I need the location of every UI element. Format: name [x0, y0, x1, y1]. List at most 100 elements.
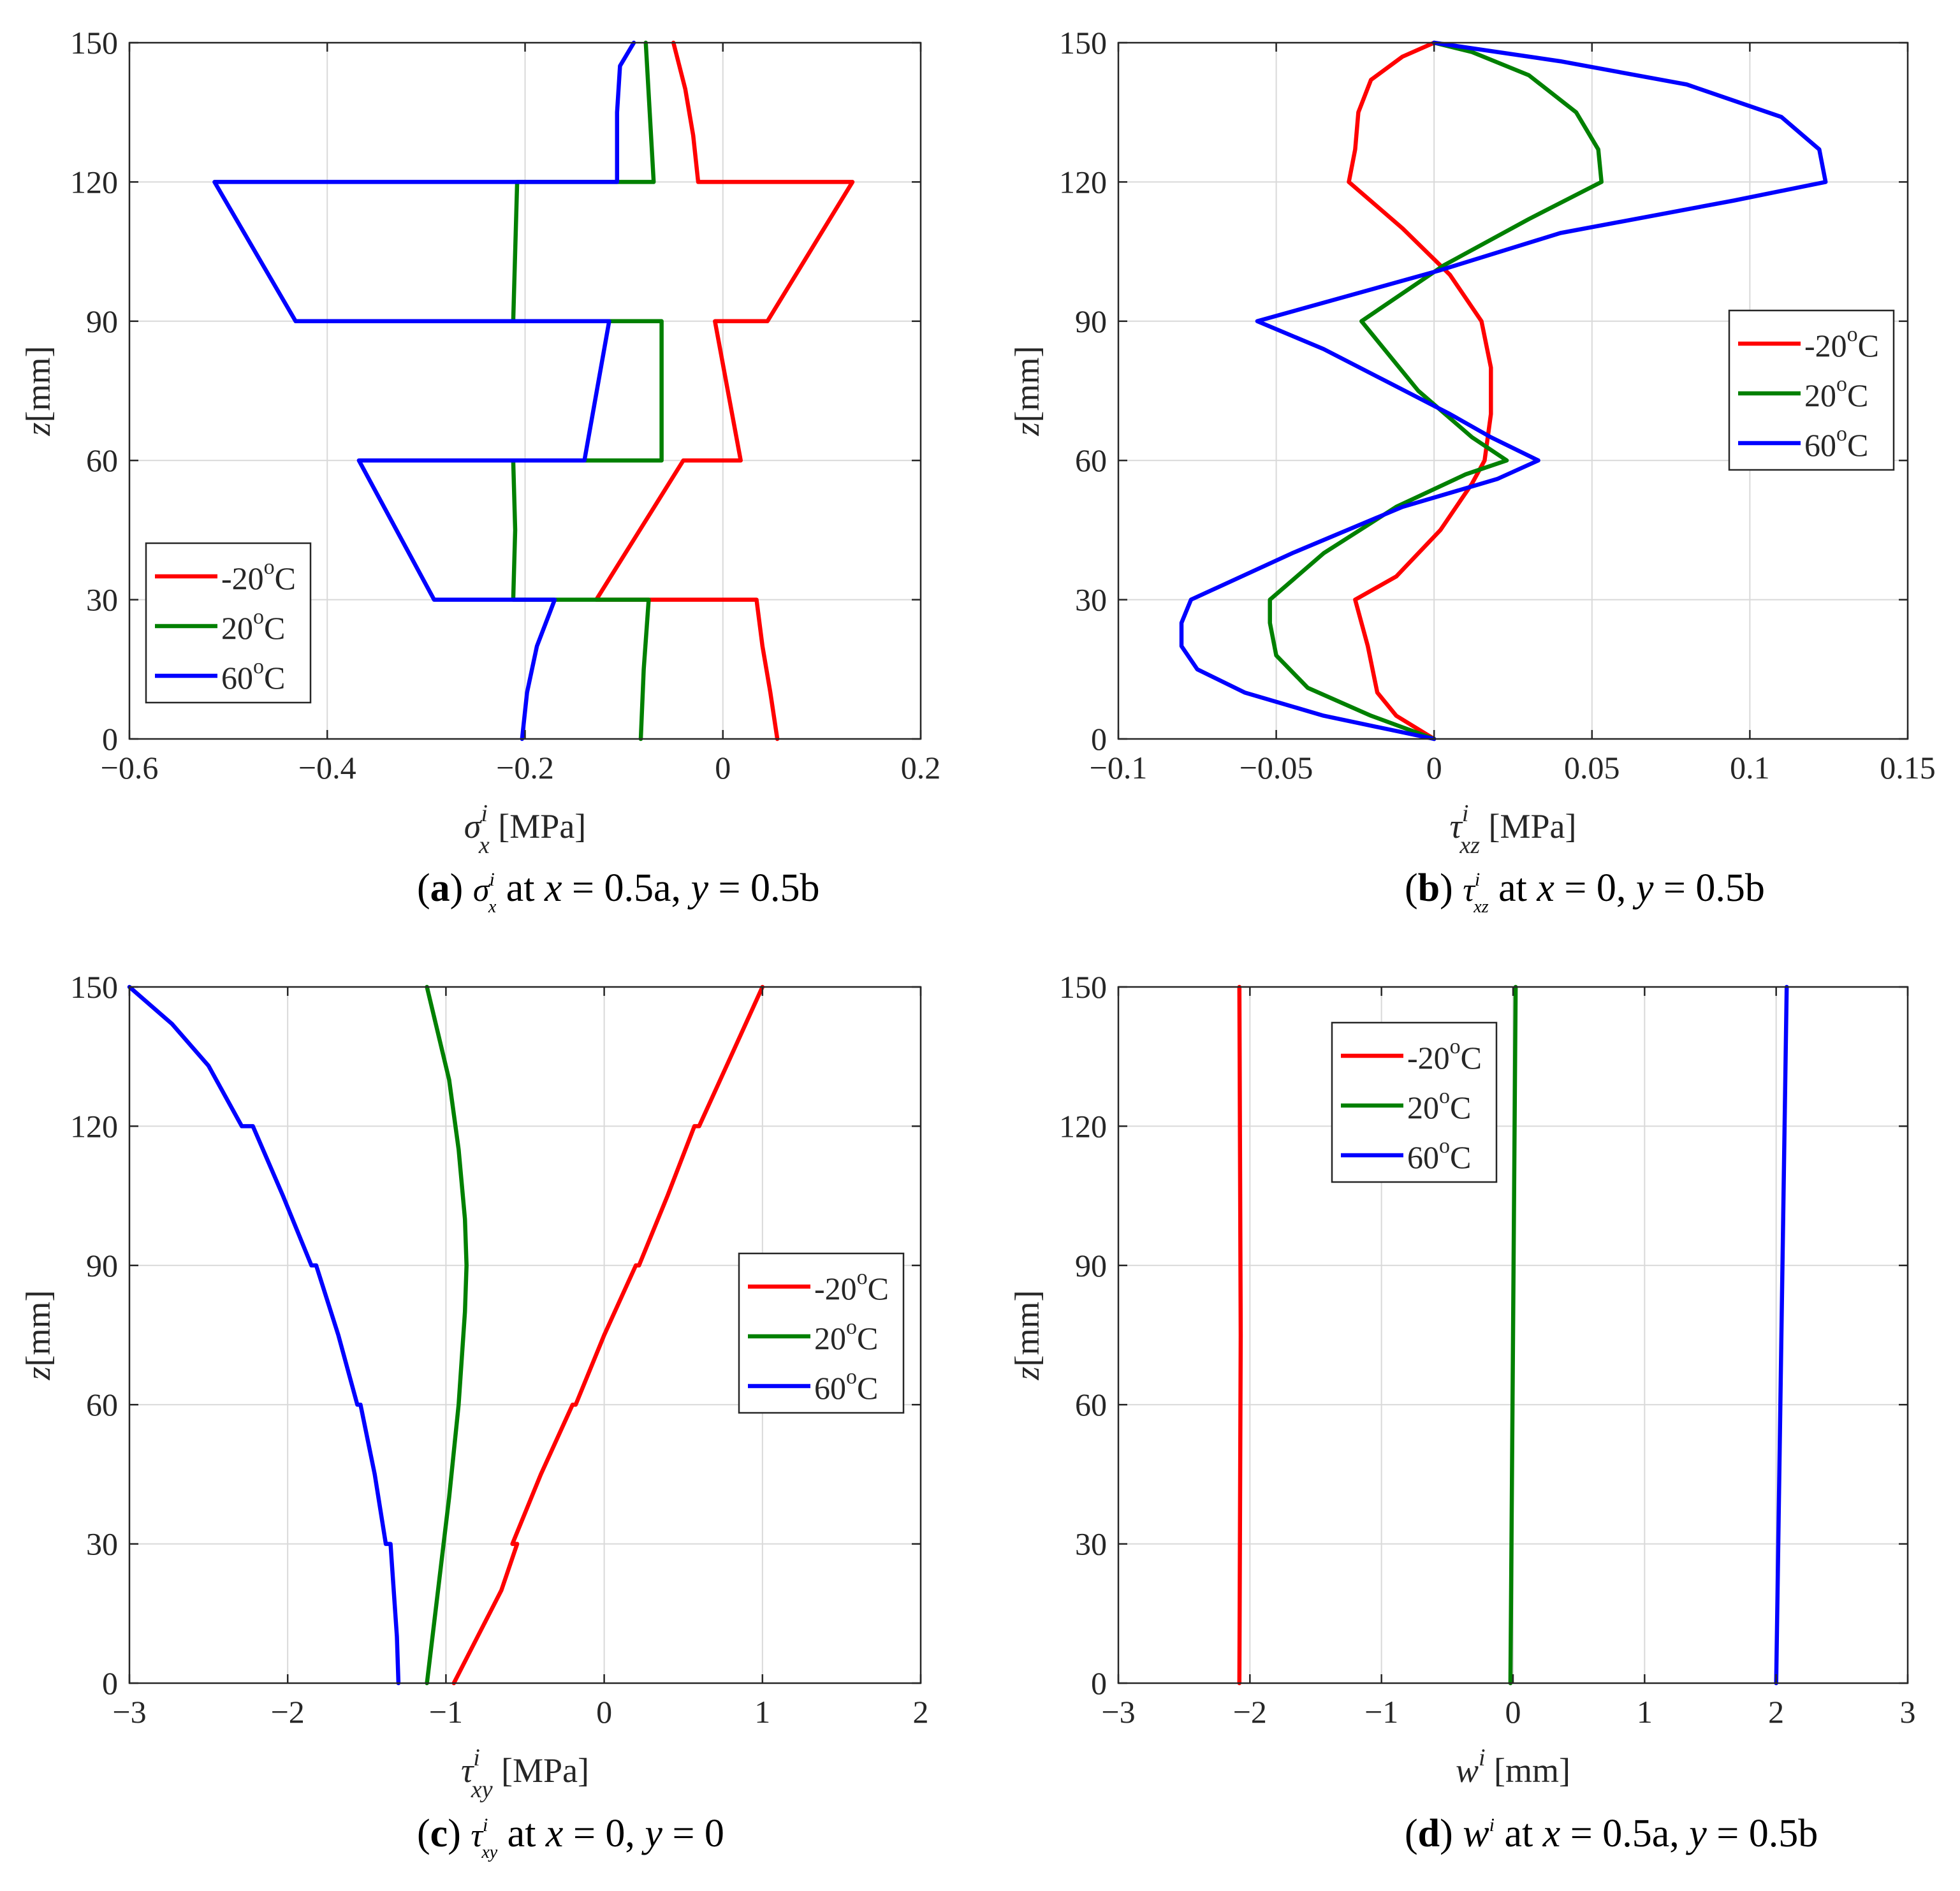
legend-label-value: -20 [814, 1271, 857, 1306]
caption-sup: i [489, 869, 494, 890]
caption-variable: y [687, 866, 709, 910]
caption-paren-open: ( [1405, 866, 1418, 910]
legend-label-unit: C [1461, 1040, 1482, 1076]
x-tick-label: −0.6 [101, 750, 159, 785]
y-tick-label: 0 [102, 1665, 118, 1701]
y-tick-label: 30 [1075, 582, 1107, 618]
caption-sup: i [1489, 1814, 1495, 1836]
y-tick-label: 120 [1059, 164, 1107, 200]
y-label-symbol: z [19, 422, 57, 436]
legend-label-degree: o [253, 655, 264, 678]
legend-label-unit: C [857, 1320, 878, 1356]
x-label-symbol: τ [461, 1751, 474, 1790]
legend-label-value: 20 [1804, 377, 1836, 413]
x-tick-label: 0.2 [901, 750, 941, 785]
y-tick-label: 90 [1075, 303, 1107, 339]
x-label-unit: [MPa] [493, 1751, 589, 1790]
y-axis-label: z[mm] [19, 346, 57, 437]
caption-paren-close: ) [1440, 866, 1463, 910]
x-label-sub: xy [471, 1776, 493, 1803]
caption-text: = 0.5b [1653, 866, 1764, 910]
caption-letter: a [430, 866, 450, 910]
x-label-symbol: w [1456, 1751, 1479, 1790]
legend-label-unit: C [1450, 1090, 1471, 1125]
caption-sub: xz [1473, 897, 1488, 917]
legend-label-unit: C [1847, 427, 1868, 463]
caption-variable: y [1685, 1812, 1707, 1855]
series-line-green [1268, 40, 1604, 741]
panel-caption: (a) σi x at x = 0.5a, y = 0.5b [417, 866, 820, 917]
legend-label-value: 60 [1407, 1139, 1439, 1175]
caption-sub: xy [481, 1843, 497, 1862]
legend-label-unit: C [1858, 328, 1879, 363]
y-label-unit: [mm] [19, 346, 57, 423]
x-tick-label: −1 [1364, 1694, 1398, 1730]
y-tick-label: 120 [1059, 1108, 1107, 1144]
caption-paren-open: ( [417, 1812, 430, 1855]
caption-variable: y [641, 1812, 662, 1855]
caption-letter: b [1418, 866, 1440, 910]
legend-label-degree: o [857, 1266, 868, 1289]
caption-paren-close: ) [1440, 1812, 1463, 1855]
y-tick-label: 90 [86, 1248, 118, 1283]
y-tick-label: 30 [86, 582, 118, 618]
legend-label: 20oC [1804, 372, 1868, 413]
y-label-unit: [mm] [1008, 1290, 1046, 1367]
y-tick-label: 60 [86, 1387, 118, 1422]
legend-label: -20oC [221, 555, 296, 596]
legend-label: 60oC [1804, 422, 1868, 463]
y-tick-label: 0 [102, 721, 118, 757]
legend-label-unit: C [857, 1370, 878, 1406]
caption-text: = 0.5b [708, 866, 819, 910]
y-tick-label: 60 [86, 442, 118, 478]
y-axis-label: z[mm] [19, 1290, 57, 1381]
caption-symbol: τ [471, 1818, 484, 1854]
caption-variable: x [545, 1812, 564, 1855]
legend-label-degree: o [1836, 372, 1847, 396]
y-tick-label: 30 [86, 1526, 118, 1562]
x-label-sup: i [1462, 800, 1469, 827]
y-tick-label: 120 [70, 1108, 118, 1144]
caption-space [497, 1812, 508, 1855]
x-tick-label: 0 [1426, 750, 1442, 785]
legend-label-unit: C [868, 1271, 889, 1306]
x-tick-label: 0 [715, 750, 731, 785]
legend-label-unit: C [264, 610, 285, 646]
legend-label-degree: o [1450, 1035, 1461, 1058]
legend-label: 20oC [221, 605, 285, 646]
y-label-unit: [mm] [19, 1290, 57, 1367]
caption-sup: i [1475, 869, 1480, 890]
legend-label-degree: o [264, 555, 275, 579]
series-line-blue [1179, 40, 1828, 741]
series-line-red [451, 984, 765, 1686]
legend-label: 60oC [814, 1365, 878, 1406]
panel-caption: (d) wi at x = 0.5a, y = 0.5b [1405, 1812, 1818, 1855]
x-label-sup: i [481, 800, 488, 827]
x-label-symbol: σ [464, 807, 483, 845]
series-line-blue [127, 984, 401, 1686]
x-tick-label: 0 [1505, 1694, 1521, 1730]
panel-caption: (b) τi xz at x = 0, y = 0.5b [1405, 866, 1765, 917]
legend-label-unit: C [1847, 377, 1868, 413]
x-tick-label: −0.05 [1240, 750, 1313, 785]
x-label-sup: i [473, 1744, 480, 1771]
x-label-unit: [MPa] [1480, 807, 1576, 845]
legend-label-degree: o [1847, 323, 1858, 346]
caption-space [1495, 1812, 1505, 1855]
legend-label: 60oC [1407, 1134, 1471, 1175]
legend-label-degree: o [1439, 1134, 1450, 1158]
x-label-sup: i [1479, 1744, 1486, 1771]
x-tick-label: 2 [913, 1694, 929, 1730]
series-line-red [594, 40, 855, 741]
y-tick-label: 150 [1059, 25, 1107, 61]
x-tick-label: 0.15 [1880, 750, 1936, 785]
x-tick-label: −0.1 [1090, 750, 1148, 785]
legend-label-value: -20 [221, 560, 264, 596]
caption-variable: x [1536, 866, 1554, 910]
